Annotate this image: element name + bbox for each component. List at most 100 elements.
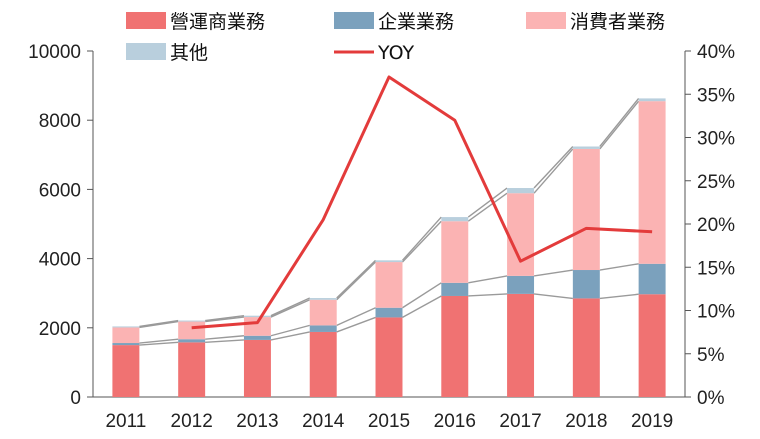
stack-connector (599, 293, 639, 300)
stack-connector (205, 316, 245, 323)
x-tick-label: 2016 (434, 411, 476, 432)
bar-segment (638, 98, 666, 102)
bar-segment (309, 331, 337, 397)
right-tick-label: 40% (697, 42, 735, 63)
bar-segment (178, 321, 206, 340)
left-tick-label: 8000 (39, 111, 81, 132)
stack-connector (468, 275, 508, 284)
bar-segment (638, 263, 666, 295)
stack-connector (139, 319, 179, 328)
legend-swatch (334, 12, 374, 29)
x-tick-label: 2017 (499, 411, 541, 432)
bar-segment (112, 327, 140, 344)
stack-connector (533, 293, 573, 300)
stack-connector (270, 299, 311, 318)
stack-connector (468, 293, 508, 297)
left-tick-label: 10000 (28, 42, 81, 63)
stack-connector (599, 263, 639, 271)
left-tick-label: 0 (70, 388, 81, 409)
left-tick-label: 4000 (39, 250, 81, 271)
legend-label: YOY (377, 42, 414, 64)
legend-swatch (126, 43, 166, 60)
stack-connector (336, 261, 377, 301)
bar-segment (243, 335, 271, 340)
stack-connector (336, 259, 377, 299)
bar-segment (375, 262, 403, 308)
bar-segment (178, 339, 206, 343)
x-tick-label: 2019 (631, 411, 673, 432)
bar-segment (178, 342, 206, 397)
bar-segment (441, 295, 469, 397)
stack-connector (467, 187, 508, 218)
stack-connector (270, 297, 311, 317)
legend-label: 其他 (170, 42, 208, 64)
bar-segment (507, 293, 535, 397)
bar-segment (572, 148, 600, 271)
stack-connector (402, 282, 442, 309)
stack-connector (533, 148, 574, 194)
stack-connector (599, 97, 640, 147)
bars (112, 98, 666, 397)
x-tick-label: 2014 (302, 411, 345, 432)
bar-segment (507, 275, 535, 294)
bar-segment (243, 339, 271, 397)
bar-segment (441, 221, 469, 283)
stack-connector (139, 320, 179, 329)
bar-segment (638, 294, 666, 397)
yoy-line-layer (191, 75, 653, 330)
stack-connector (139, 338, 179, 344)
bar-segment (375, 260, 403, 263)
right-tick-label: 15% (697, 258, 735, 279)
right-tick-label: 25% (697, 172, 735, 193)
bar-segment (507, 193, 535, 276)
left-tick-label: 2000 (39, 319, 81, 340)
bar-segment (441, 282, 469, 296)
right-tick-label: 20% (697, 215, 735, 236)
bar-segment (243, 315, 271, 318)
stack-connector (139, 341, 179, 346)
bar-segment (375, 307, 403, 318)
left-tick-label: 6000 (39, 180, 81, 201)
right-tick-label: 10% (697, 302, 735, 323)
stack-connector (205, 314, 245, 322)
bar-segment (507, 188, 535, 194)
bar-segment (375, 317, 403, 397)
stack-connector (205, 339, 245, 344)
stack-connector (533, 269, 573, 277)
right-tick-label: 30% (697, 129, 735, 150)
stack-connector (599, 100, 640, 150)
bar-segment (309, 298, 337, 300)
x-tick-label: 2011 (105, 411, 146, 432)
bar-segment (112, 345, 140, 397)
right-tick-label: 5% (697, 345, 725, 366)
bar-segment (638, 101, 666, 264)
stack-connector (270, 331, 310, 341)
right-tick-label: 35% (697, 85, 735, 106)
axes: 0 2000 4000 6000 8000 10000 0% 5% 10% 15% 20% 25% 30… (28, 42, 735, 432)
stack-connector (533, 146, 574, 189)
bar-segment (441, 217, 469, 222)
bar-segment (112, 343, 140, 346)
stack-connector (270, 324, 310, 337)
legend-label: 企業業務 (378, 11, 454, 33)
x-tick-label: 2015 (368, 411, 410, 432)
x-tick-label: 2013 (236, 411, 278, 432)
bar-segment (309, 325, 337, 332)
stack-connector (401, 220, 442, 263)
x-tick-label: 2012 (171, 411, 213, 432)
yoy-line (191, 75, 653, 330)
bar-segment (572, 146, 600, 149)
stack-connector (336, 307, 376, 327)
bar-segment (309, 299, 337, 326)
right-tick-label: 0% (697, 388, 725, 409)
stack-connector-lines (139, 97, 640, 346)
stack-connector (205, 335, 245, 340)
legend-swatch (126, 12, 166, 29)
stack-connector (402, 295, 442, 319)
stack-connector (336, 316, 376, 333)
legend-swatch (526, 12, 566, 29)
bar-segment (572, 270, 600, 299)
bar-segment (178, 320, 206, 322)
